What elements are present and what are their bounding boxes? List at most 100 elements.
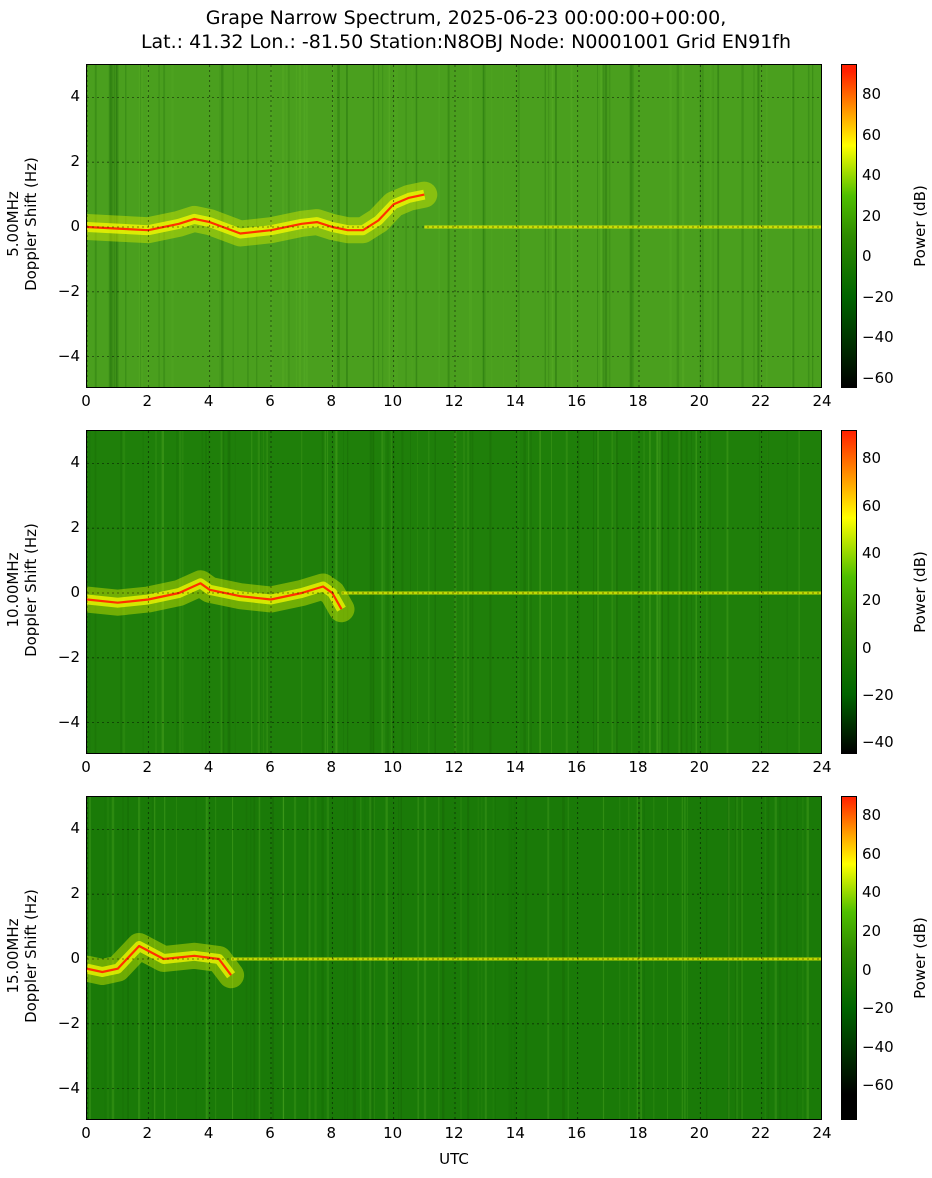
- spectrum-panel-3: 4 2 0 −2 −4 0 2 4 6 8 10 12 14 16 18 20 22 24 15.00MHz Dopp…: [0, 796, 932, 1161]
- colorbar-tick-label: 20: [862, 922, 882, 940]
- colorbar-label: Power (dB): [911, 185, 929, 267]
- x-tick-label: 14: [505, 1124, 525, 1142]
- y-axis-label: 5.00MHz Doppler Shift (Hz): [4, 124, 40, 324]
- colorbar: [841, 64, 857, 388]
- noise-streak: [263, 431, 264, 753]
- noise-streak: [104, 797, 106, 1119]
- colorbar-tick-label: 80: [862, 85, 882, 104]
- noise-streak: [405, 65, 407, 387]
- colorbar-tick-label: 0: [862, 247, 872, 266]
- x-tick-label: 12: [444, 392, 464, 410]
- colorbar-gradient: [842, 797, 856, 1119]
- y-tick-label: −4: [57, 1078, 80, 1097]
- x-axis-label: UTC: [439, 1150, 469, 1168]
- colorbar-tick-label: −20: [862, 999, 894, 1018]
- y-tick-label: −2: [57, 1013, 80, 1032]
- colorbar-tick-label: 60: [862, 496, 882, 515]
- y-axis-label-unit: Doppler Shift (Hz): [22, 889, 40, 1023]
- doppler-trace: [87, 944, 232, 976]
- x-tick-label: 22: [751, 392, 771, 410]
- x-tick-label: 22: [751, 758, 771, 776]
- colorbar-tick-label: 80: [862, 806, 882, 825]
- y-tick-label: −4: [57, 346, 80, 365]
- noise-streak: [396, 65, 398, 387]
- colorbar-gradient: [842, 65, 856, 387]
- x-tick-label: 18: [628, 392, 648, 410]
- x-tick-label: 0: [81, 758, 91, 776]
- y-axis-label-unit: Doppler Shift (Hz): [22, 157, 40, 291]
- noise-streak: [256, 65, 258, 387]
- colorbar-tick-label: 40: [862, 543, 882, 562]
- x-tick-label: 6: [265, 1124, 275, 1142]
- x-tick-label: 20: [689, 758, 709, 776]
- colorbar: [841, 796, 857, 1120]
- noise-streak: [122, 431, 126, 753]
- noise-streak: [387, 65, 391, 387]
- x-tick-label: 14: [505, 392, 525, 410]
- colorbar-tick-label: −20: [862, 685, 894, 704]
- x-tick-label: 24: [812, 1124, 832, 1142]
- x-tick-label: 12: [444, 758, 464, 776]
- x-tick-label: 10: [383, 758, 403, 776]
- colorbar-tick-label: −60: [862, 1076, 894, 1095]
- y-tick-label: 0: [70, 949, 80, 967]
- x-tick-label: 22: [751, 1124, 771, 1142]
- chart-title: Grape Narrow Spectrum, 2025-06-23 00:00:…: [0, 6, 932, 54]
- x-tick-label: 20: [689, 392, 709, 410]
- noise-streak: [266, 431, 269, 753]
- x-tick-label: 20: [689, 1124, 709, 1142]
- spectrogram-2: [87, 431, 821, 753]
- y-axis-label: 15.00MHz Doppler Shift (Hz): [4, 856, 40, 1056]
- colorbar-tick-label: −40: [862, 1037, 894, 1056]
- x-tick-label: 2: [142, 392, 153, 410]
- noise-streak: [388, 65, 391, 387]
- x-tick-label: 10: [383, 1124, 403, 1142]
- colorbar-tick-label: 80: [862, 449, 882, 468]
- x-tick-label: 8: [326, 758, 337, 776]
- colorbar-tick-label: 60: [862, 125, 882, 144]
- noise-streak: [415, 65, 418, 387]
- y-axis-label-unit: Doppler Shift (Hz): [22, 523, 40, 657]
- colorbar-tick-label: 60: [862, 844, 882, 863]
- y-tick-label: −2: [57, 647, 80, 666]
- noise-streak: [138, 797, 141, 1119]
- spectrogram-3: [87, 797, 821, 1119]
- noise-streak: [411, 65, 413, 387]
- x-tick-label: 24: [812, 758, 832, 776]
- doppler-trace: [87, 582, 343, 610]
- x-tick-label: 10: [383, 392, 403, 410]
- y-tick-label: −4: [57, 712, 80, 731]
- spectrum-panel-2: 4 2 0 −2 −4 0 2 4 6 8 10 12 14 16 18 20 22 24 10.00MHz Dopp…: [0, 430, 932, 795]
- noise-streak: [251, 431, 253, 753]
- x-tick-label: 6: [265, 758, 275, 776]
- spectrogram-1: [87, 65, 821, 387]
- x-tick-label: 0: [81, 1124, 91, 1142]
- x-tick-label: 16: [567, 1124, 587, 1142]
- colorbar-tick-label: 40: [862, 883, 882, 902]
- x-tick-label: 18: [628, 758, 648, 776]
- noise-streak: [381, 65, 383, 387]
- x-tick-label: 16: [567, 758, 587, 776]
- x-tick-label: 0: [81, 392, 91, 410]
- x-tick-label: 4: [203, 758, 214, 776]
- colorbar-gradient: [842, 431, 856, 753]
- doppler-trace: [87, 193, 425, 235]
- noise-streak: [257, 431, 260, 753]
- noise-streak: [247, 65, 249, 387]
- noise-streak: [268, 431, 270, 753]
- noise-streak: [88, 431, 91, 753]
- y-tick-label: 2: [70, 884, 80, 903]
- x-tick-label: 2: [142, 1124, 153, 1142]
- y-tick-label: 4: [70, 453, 80, 472]
- y-tick-label: −2: [57, 281, 80, 300]
- y-axis-label: 10.00MHz Doppler Shift (Hz): [4, 490, 40, 690]
- title-line-1: Grape Narrow Spectrum, 2025-06-23 00:00:…: [205, 7, 727, 29]
- colorbar-tick-label: 40: [862, 166, 882, 185]
- x-tick-label: 16: [567, 392, 587, 410]
- y-tick-label: 2: [70, 152, 80, 171]
- spectrum-panel-1: 4 2 0 −2 −4 0 2 4 6 8 10 12 14 16 18 20 22 24 5.00MHz Doppl…: [0, 64, 932, 429]
- x-tick-label: 14: [505, 758, 525, 776]
- x-tick-label: 4: [203, 1124, 214, 1142]
- y-axis-label-frequency: 10.00MHz: [4, 552, 22, 628]
- noise-streak: [259, 431, 261, 753]
